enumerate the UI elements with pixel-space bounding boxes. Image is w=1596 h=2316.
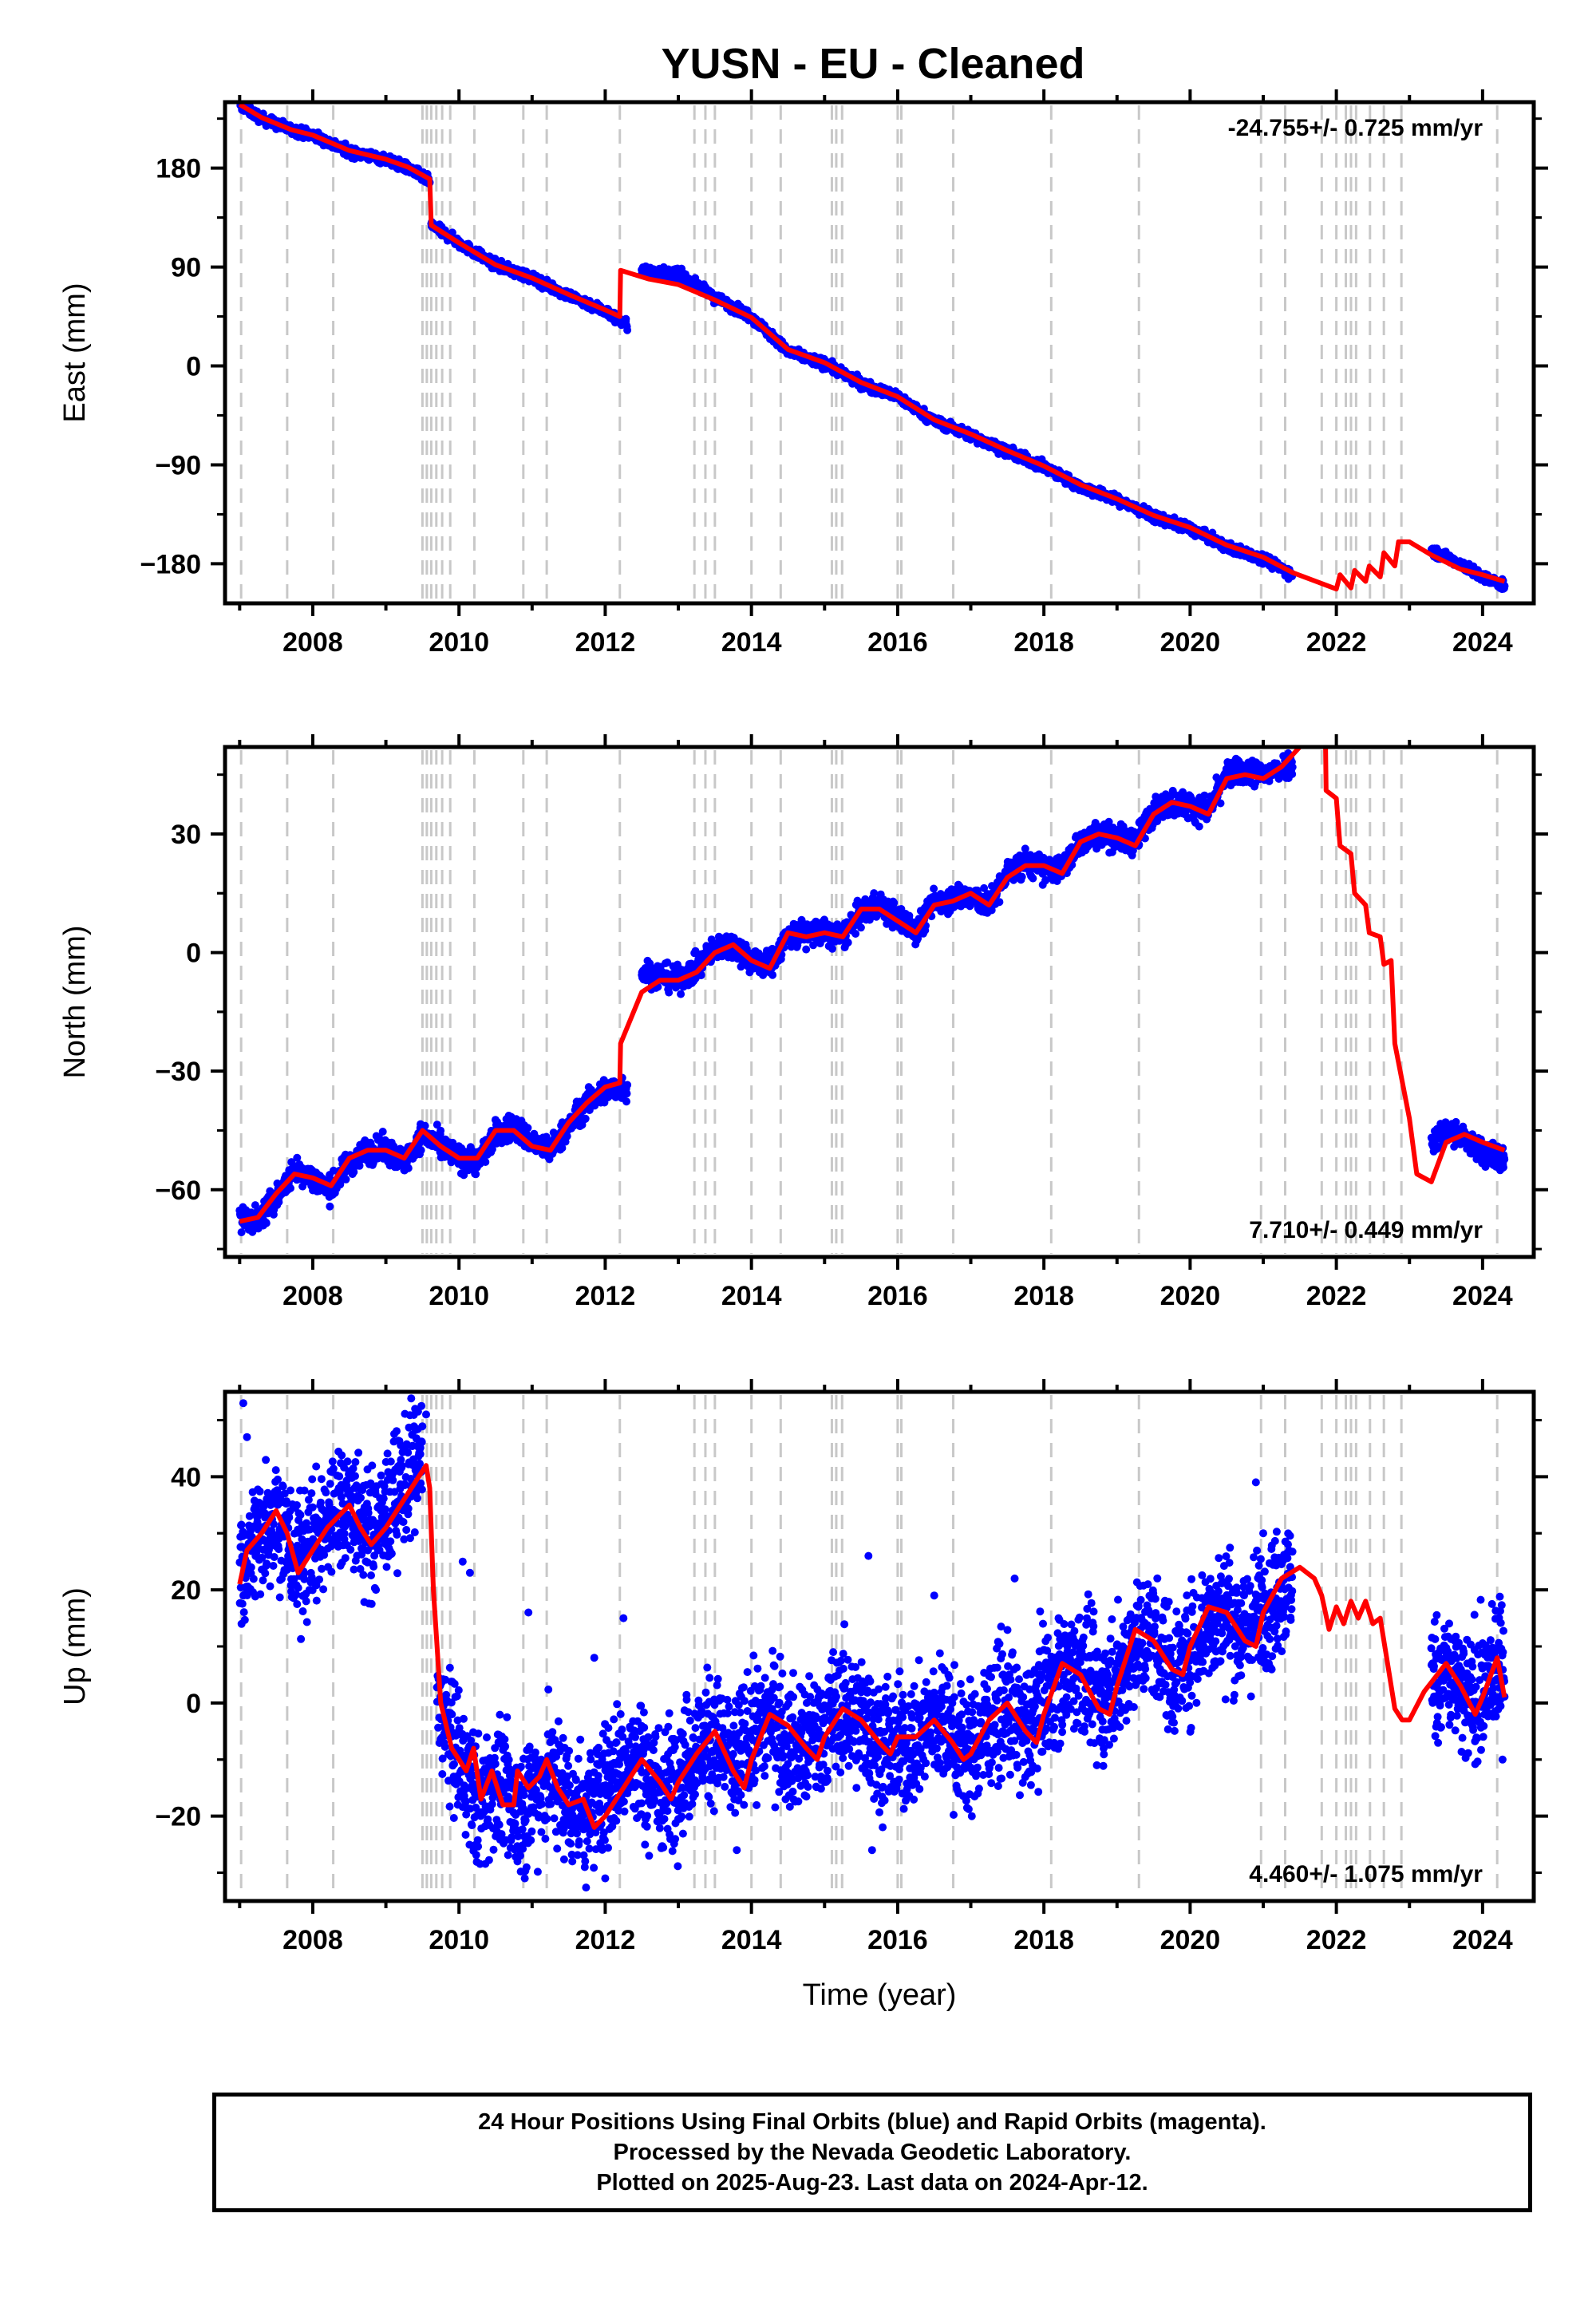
data-point xyxy=(558,1144,567,1152)
data-point xyxy=(851,930,860,938)
data-point xyxy=(768,970,777,979)
data-point xyxy=(622,1097,630,1106)
x-tick-label: 2008 xyxy=(282,627,343,658)
data-point xyxy=(843,939,852,947)
data-point xyxy=(472,1170,480,1179)
x-tick-label: 2012 xyxy=(575,627,636,658)
data-point xyxy=(421,1121,429,1130)
data-point xyxy=(237,1228,246,1237)
data-point xyxy=(663,958,672,966)
data-point xyxy=(1500,582,1509,591)
data-point xyxy=(623,1081,632,1089)
x-tick-label: 2020 xyxy=(1160,627,1221,658)
x-tick-label: 2016 xyxy=(867,627,928,658)
y-tick-label: 180 xyxy=(156,154,201,184)
data-point xyxy=(433,1120,441,1129)
data-point xyxy=(870,889,879,898)
data-point xyxy=(665,988,674,997)
data-point xyxy=(481,1158,490,1166)
data-point xyxy=(262,1219,271,1227)
north-panel: 2008 2010 2012 2014 2016 2018 2020 2022 2024300−… xyxy=(58,734,1548,1311)
data-point xyxy=(355,1161,364,1170)
data-point xyxy=(856,923,865,932)
data-point xyxy=(622,1089,631,1098)
data-point xyxy=(293,1153,302,1162)
x-axis: 2008 2010 2012 2014 2016 2018 2020 2022 2024 xyxy=(238,89,1513,658)
x-tick-label: 2024 xyxy=(1452,627,1513,658)
data-point xyxy=(417,1146,425,1155)
data-point xyxy=(437,1126,445,1135)
data-point xyxy=(326,1202,334,1211)
data-point xyxy=(802,945,811,954)
y-tick-label: 0 xyxy=(186,352,201,382)
data-point xyxy=(342,1175,350,1184)
y-tick-label: −90 xyxy=(155,450,201,480)
y-tick-label: −180 xyxy=(140,549,201,579)
step-lines xyxy=(239,750,1499,1254)
x-tick-label: 2022 xyxy=(1306,627,1367,658)
data-point xyxy=(622,314,630,323)
data-point xyxy=(828,944,836,953)
data-point xyxy=(378,1128,387,1136)
east-ylabel: East (mm) xyxy=(58,283,92,422)
x-tick-label: 2014 xyxy=(721,627,782,658)
figure-title: YUSN - EU - Cleaned xyxy=(661,40,1084,88)
data-point xyxy=(677,990,685,998)
data-point xyxy=(251,1201,259,1210)
data-point xyxy=(905,911,914,920)
east-rate-label: -24.755+/- 0.725 mm/yr xyxy=(1228,115,1483,141)
data-point xyxy=(330,1166,338,1175)
data-point xyxy=(286,1184,294,1192)
data-point xyxy=(404,1164,413,1172)
data-point xyxy=(523,1124,532,1132)
east-panel: 2008 2010 2012 2014 2016 2018 2020 2022 2024 180 9… xyxy=(58,89,1548,658)
x-tick-label: 2018 xyxy=(1013,627,1074,658)
data-point xyxy=(581,1114,590,1123)
x-tick-label: 2010 xyxy=(429,627,489,658)
y-axis: 180 90 0 −90 −180 xyxy=(140,117,1548,579)
y-tick-label: 90 xyxy=(171,253,201,283)
plot-frame xyxy=(223,100,1536,606)
data-point xyxy=(275,1198,283,1207)
data-point xyxy=(623,326,632,334)
east-model-line xyxy=(238,102,1506,592)
